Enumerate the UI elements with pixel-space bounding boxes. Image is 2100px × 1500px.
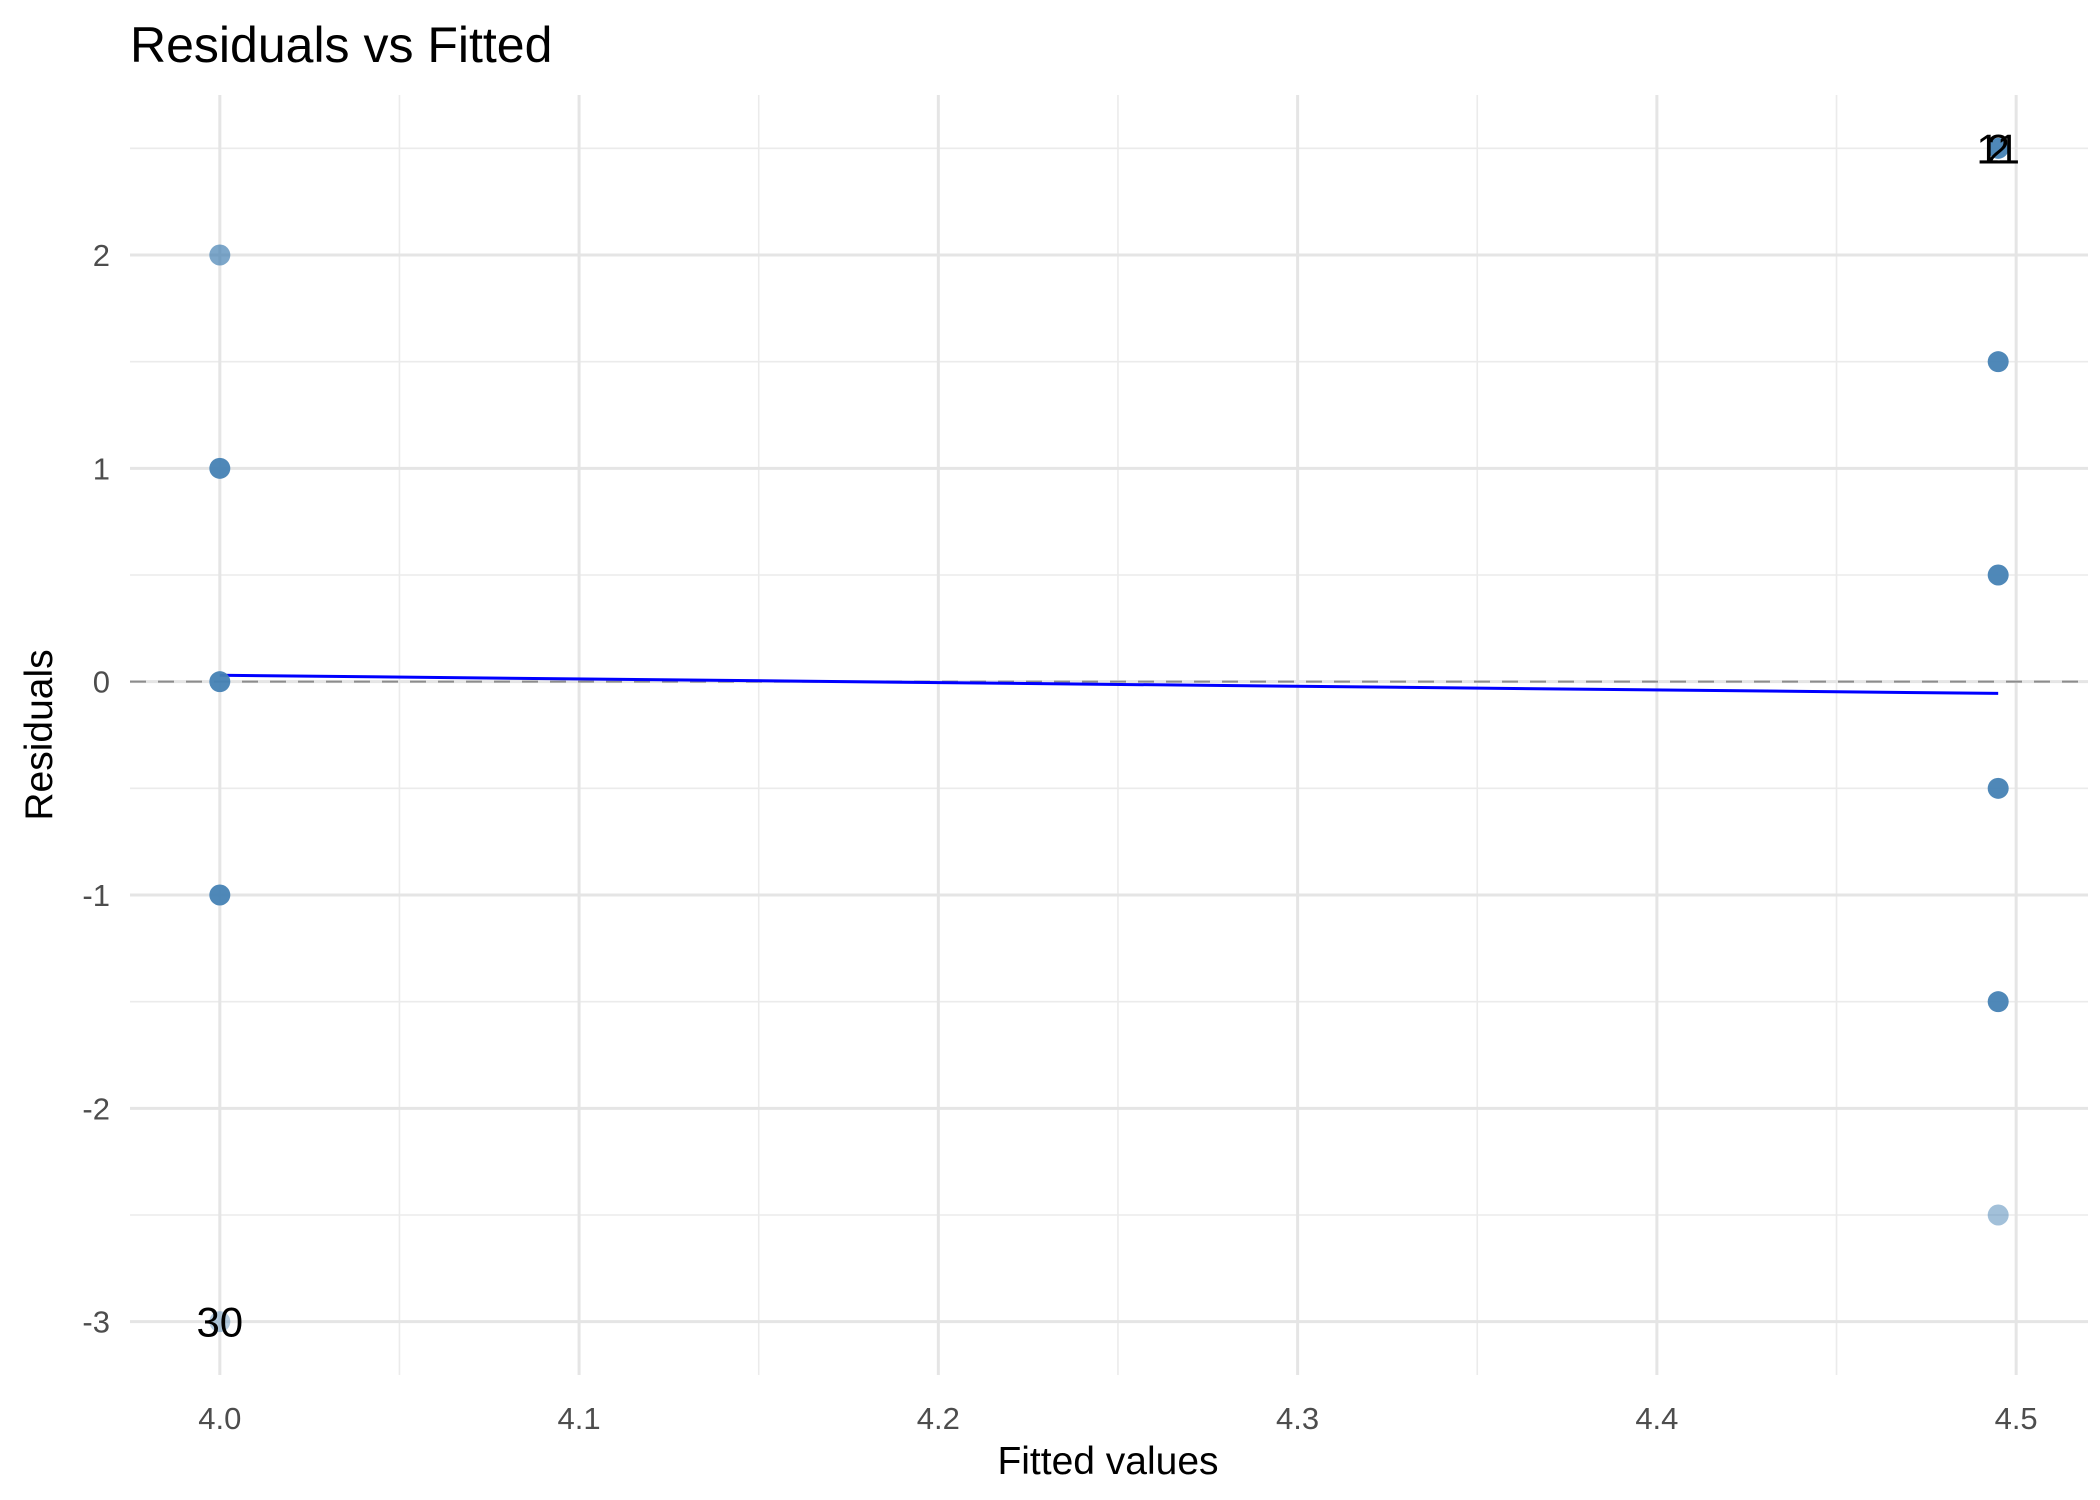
data-points bbox=[209, 137, 2009, 1333]
x-tick-label: 4.4 bbox=[1635, 1401, 1678, 1436]
x-tick-label: 4.5 bbox=[1995, 1401, 2038, 1436]
data-point bbox=[209, 244, 231, 266]
data-point bbox=[1987, 351, 2009, 373]
point-label: 30 bbox=[196, 1299, 243, 1346]
data-point bbox=[1987, 564, 2009, 586]
data-point bbox=[1987, 1204, 2009, 1226]
point-labels: 30 211 bbox=[196, 125, 2020, 1345]
reference-lines bbox=[130, 673, 2088, 695]
point-label: 2 bbox=[1987, 125, 2010, 172]
smooth-trend-line bbox=[219, 673, 1999, 695]
y-tick-label: -1 bbox=[82, 878, 110, 913]
data-point bbox=[209, 884, 231, 906]
y-axis-title: Residuals bbox=[18, 649, 61, 820]
x-tick-label: 4.3 bbox=[1276, 1401, 1319, 1436]
x-axis-ticks: 4.0 4.1 4.2 4.3 4.4 4.5 bbox=[198, 1401, 2037, 1436]
data-point bbox=[1987, 137, 2009, 159]
minor-grid bbox=[130, 95, 2088, 1375]
y-tick-label: 1 bbox=[93, 451, 110, 486]
data-point bbox=[209, 457, 231, 479]
data-point bbox=[1987, 777, 2009, 799]
y-tick-label: -2 bbox=[82, 1091, 110, 1126]
x-tick-label: 4.0 bbox=[198, 1401, 241, 1436]
y-axis-ticks: -3 -2 -1 0 1 2 bbox=[82, 238, 110, 1340]
chart-title: Residuals vs Fitted bbox=[130, 17, 552, 73]
y-tick-label: 2 bbox=[93, 238, 110, 273]
data-point bbox=[209, 671, 231, 693]
data-point bbox=[1987, 991, 2009, 1013]
y-tick-label: -3 bbox=[82, 1305, 110, 1340]
y-tick-label: 0 bbox=[93, 665, 110, 700]
x-tick-label: 4.1 bbox=[558, 1401, 601, 1436]
point-label: 11 bbox=[1976, 125, 2020, 172]
x-tick-label: 4.2 bbox=[917, 1401, 960, 1436]
x-axis-title: Fitted values bbox=[997, 1440, 1218, 1483]
data-point bbox=[209, 1311, 231, 1333]
major-grid bbox=[130, 95, 2088, 1375]
